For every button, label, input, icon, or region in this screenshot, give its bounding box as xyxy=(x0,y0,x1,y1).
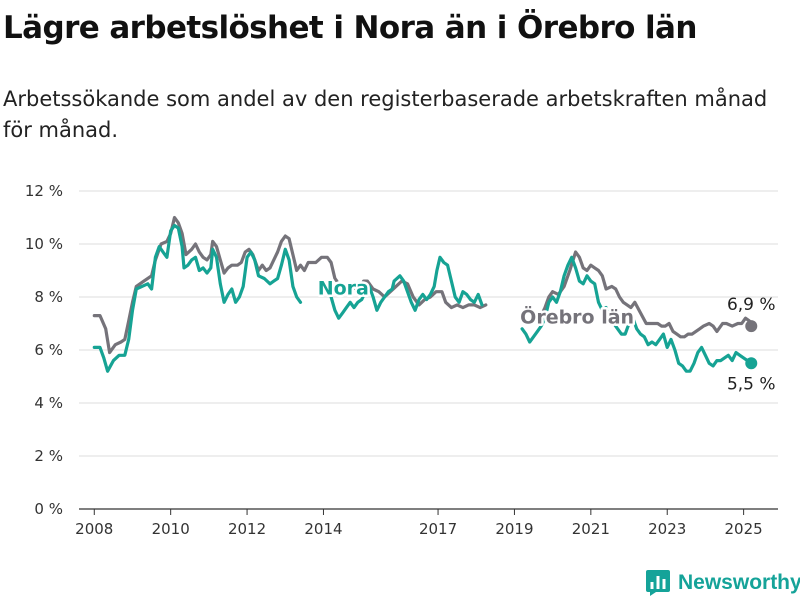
x-tick-label: 2023 xyxy=(648,520,686,538)
x-tick-label: 2010 xyxy=(152,520,190,538)
x-tick-label: 2025 xyxy=(725,520,763,538)
series-line-orebro xyxy=(92,215,339,355)
y-tick-label: 12 % xyxy=(25,182,63,200)
series-line-nora xyxy=(92,223,303,373)
series-line-nora xyxy=(520,255,753,373)
brand-logo: Newsworthy xyxy=(646,569,800,597)
x-tick-label: 2017 xyxy=(419,520,457,538)
end-value-label-orebro: 6,9 % xyxy=(727,295,776,315)
y-tick-label: 0 % xyxy=(34,500,63,518)
x-tick-label: 2019 xyxy=(495,520,533,538)
series-line-orebro xyxy=(539,250,753,339)
end-value-label-nora: 5,5 % xyxy=(727,374,776,394)
series-name-label-orebro: Örebro län xyxy=(520,305,634,329)
series-lines xyxy=(92,215,758,373)
y-tick-label: 2 % xyxy=(34,447,63,465)
x-tick-label: 2008 xyxy=(75,520,113,538)
series-labels: 6,9 % 5,5 % Nora Örebro län xyxy=(315,275,776,394)
y-tick-label: 8 % xyxy=(34,288,63,306)
chart-subtitle: Arbetssökande som andel av den registerb… xyxy=(3,87,768,142)
series-line-orebro xyxy=(342,279,488,310)
x-axis: 2008 2010 2012 2014 2017 2019 2021 2023 2025 xyxy=(75,508,778,538)
newsworthy-logo-icon xyxy=(646,570,670,596)
end-point-nora xyxy=(745,357,758,370)
series-line-nora xyxy=(329,255,484,320)
end-point-orebro xyxy=(745,320,758,333)
y-tick-label: 4 % xyxy=(34,394,63,412)
chart-title: Lägre arbetslöshet i Nora än i Örebro lä… xyxy=(3,10,697,46)
x-tick-label: 2012 xyxy=(228,520,266,538)
brand-name: Newsworthy xyxy=(678,571,800,594)
x-tick-label: 2021 xyxy=(572,520,610,538)
y-axis: 0 % 2 % 4 % 6 % 8 % 10 % 12 % xyxy=(25,182,63,518)
grid-lines xyxy=(79,190,778,457)
y-tick-label: 10 % xyxy=(25,235,63,253)
x-tick-label: 2014 xyxy=(304,520,342,538)
y-tick-label: 6 % xyxy=(34,341,63,359)
series-name-label-nora: Nora xyxy=(318,277,369,299)
